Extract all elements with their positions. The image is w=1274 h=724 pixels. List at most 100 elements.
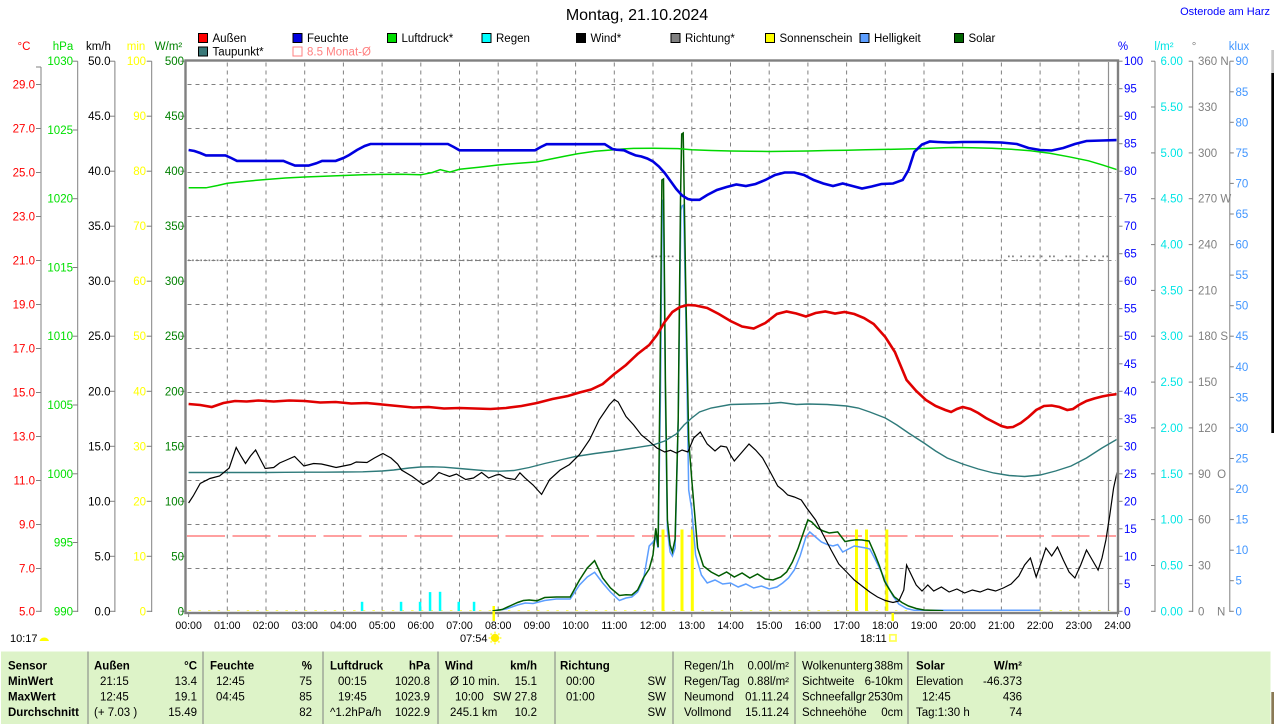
svg-text:10: 10 xyxy=(1236,545,1249,557)
svg-text:9.0: 9.0 xyxy=(19,520,35,532)
svg-text:23:00: 23:00 xyxy=(1066,620,1093,632)
svg-text:Regen/1h: Regen/1h xyxy=(684,661,734,673)
svg-text:15.11.24: 15.11.24 xyxy=(745,707,790,719)
svg-text:12:45: 12:45 xyxy=(100,692,129,704)
svg-text:12:45: 12:45 xyxy=(216,676,245,688)
svg-text:SW: SW xyxy=(647,676,666,688)
svg-text:8.5 Monat-Ø: 8.5 Monat-Ø xyxy=(307,47,371,59)
svg-text:60: 60 xyxy=(1236,240,1249,252)
svg-text:hPa: hPa xyxy=(409,661,431,673)
svg-text:11:00: 11:00 xyxy=(601,620,627,632)
svg-text:Osterode am Harz: Osterode am Harz xyxy=(1180,6,1270,18)
svg-text:70: 70 xyxy=(1124,221,1137,233)
svg-text:85: 85 xyxy=(1124,139,1137,151)
svg-text:km/h: km/h xyxy=(86,41,111,53)
svg-text:01:00: 01:00 xyxy=(566,692,595,704)
svg-text:5: 5 xyxy=(1124,579,1130,591)
svg-text:80: 80 xyxy=(133,166,146,178)
svg-text:25.0: 25.0 xyxy=(13,168,35,180)
svg-text:1023.9: 1023.9 xyxy=(395,692,430,704)
svg-text:388m: 388m xyxy=(874,661,903,673)
svg-text:00:00: 00:00 xyxy=(566,676,595,688)
svg-text:-46.373: -46.373 xyxy=(983,676,1022,688)
svg-text:Feuchte: Feuchte xyxy=(210,661,254,673)
svg-text:4.00: 4.00 xyxy=(1161,240,1183,252)
svg-text:16:00: 16:00 xyxy=(795,620,822,632)
svg-text:19:45: 19:45 xyxy=(338,692,367,704)
svg-text:270 W: 270 W xyxy=(1198,194,1231,206)
svg-text:60: 60 xyxy=(1124,276,1137,288)
svg-text:40: 40 xyxy=(1236,362,1249,374)
svg-text:20.0: 20.0 xyxy=(88,386,110,398)
svg-text:Wolkenunterg: Wolkenunterg xyxy=(802,661,873,673)
svg-text:Luftdruck*: Luftdruck* xyxy=(402,33,454,45)
svg-text:25.0: 25.0 xyxy=(88,331,110,343)
svg-text:SW 27.8: SW 27.8 xyxy=(493,692,537,704)
svg-text:09:00: 09:00 xyxy=(524,620,551,632)
svg-text:W/m²: W/m² xyxy=(155,41,183,53)
svg-text:180 S: 180 S xyxy=(1198,331,1228,343)
svg-text:Außen: Außen xyxy=(94,661,130,673)
svg-text:15.0: 15.0 xyxy=(13,388,35,400)
svg-text:100: 100 xyxy=(127,56,146,68)
svg-text:0: 0 xyxy=(1124,606,1130,618)
svg-text:SW: SW xyxy=(647,692,666,704)
svg-text:04:45: 04:45 xyxy=(216,692,245,704)
svg-text:10: 10 xyxy=(1124,551,1137,563)
svg-text:Sonnenschein: Sonnenschein xyxy=(780,33,853,45)
svg-text:°: ° xyxy=(1192,41,1197,53)
svg-text:210: 210 xyxy=(1198,285,1217,297)
svg-text:Elevation: Elevation xyxy=(916,676,963,688)
svg-text:29.0: 29.0 xyxy=(13,80,35,92)
svg-text:330: 330 xyxy=(1198,102,1217,114)
svg-text:13:00: 13:00 xyxy=(679,620,706,632)
svg-text:240: 240 xyxy=(1198,240,1217,252)
svg-text:10:00: 10:00 xyxy=(455,692,484,704)
svg-text:Ø 10 min.: Ø 10 min. xyxy=(450,676,500,688)
svg-text:27.0: 27.0 xyxy=(13,124,35,136)
svg-text:18:00: 18:00 xyxy=(872,620,899,632)
svg-text:45: 45 xyxy=(1124,359,1137,371)
svg-text:90: 90 xyxy=(133,111,146,123)
svg-text:Solar: Solar xyxy=(916,661,945,673)
svg-text:400: 400 xyxy=(165,166,184,178)
svg-text:500: 500 xyxy=(165,56,184,68)
svg-text:30.0: 30.0 xyxy=(88,276,110,288)
svg-text:Richtung*: Richtung* xyxy=(685,33,735,45)
svg-text:15.1: 15.1 xyxy=(515,676,537,688)
svg-text:Helligkeit: Helligkeit xyxy=(874,33,921,45)
svg-text:55: 55 xyxy=(1124,304,1137,316)
svg-text:1020: 1020 xyxy=(47,194,73,206)
svg-text:13.4: 13.4 xyxy=(175,676,198,688)
svg-text:00:00: 00:00 xyxy=(175,620,202,632)
svg-text:10:00: 10:00 xyxy=(562,620,589,632)
svg-text:Sichtweite: Sichtweite xyxy=(802,676,854,688)
svg-text:0: 0 xyxy=(1236,606,1242,618)
svg-text:12:45: 12:45 xyxy=(922,692,951,704)
svg-text:0.50: 0.50 xyxy=(1161,561,1183,573)
svg-text:1030: 1030 xyxy=(47,56,73,68)
svg-text:1005: 1005 xyxy=(47,400,73,412)
svg-text:1.50: 1.50 xyxy=(1161,469,1183,481)
svg-text:200: 200 xyxy=(165,386,184,398)
svg-text:2.50: 2.50 xyxy=(1161,377,1183,389)
svg-text:2530m: 2530m xyxy=(868,692,903,704)
svg-text:350: 350 xyxy=(165,221,184,233)
svg-text:0.88l/m²: 0.88l/m² xyxy=(747,676,789,688)
svg-text:Richtung: Richtung xyxy=(560,661,610,673)
svg-text:300: 300 xyxy=(1198,148,1217,160)
svg-text:74: 74 xyxy=(1009,707,1022,719)
svg-text:7.0: 7.0 xyxy=(19,564,35,576)
svg-text:65: 65 xyxy=(1236,209,1249,221)
svg-text:(+ 7.03 ): (+ 7.03 ) xyxy=(94,707,137,719)
svg-text:50.0: 50.0 xyxy=(88,56,110,68)
svg-text:15: 15 xyxy=(1124,524,1137,536)
svg-text:0.00: 0.00 xyxy=(1161,606,1183,618)
svg-text:35: 35 xyxy=(1124,414,1137,426)
svg-text:300: 300 xyxy=(165,276,184,288)
svg-text:21.0: 21.0 xyxy=(13,256,35,268)
svg-text:SW: SW xyxy=(647,707,666,719)
svg-text:0cm: 0cm xyxy=(881,707,903,719)
svg-text:Wind*: Wind* xyxy=(591,33,622,45)
svg-text:Durchschnitt: Durchschnitt xyxy=(8,707,79,719)
